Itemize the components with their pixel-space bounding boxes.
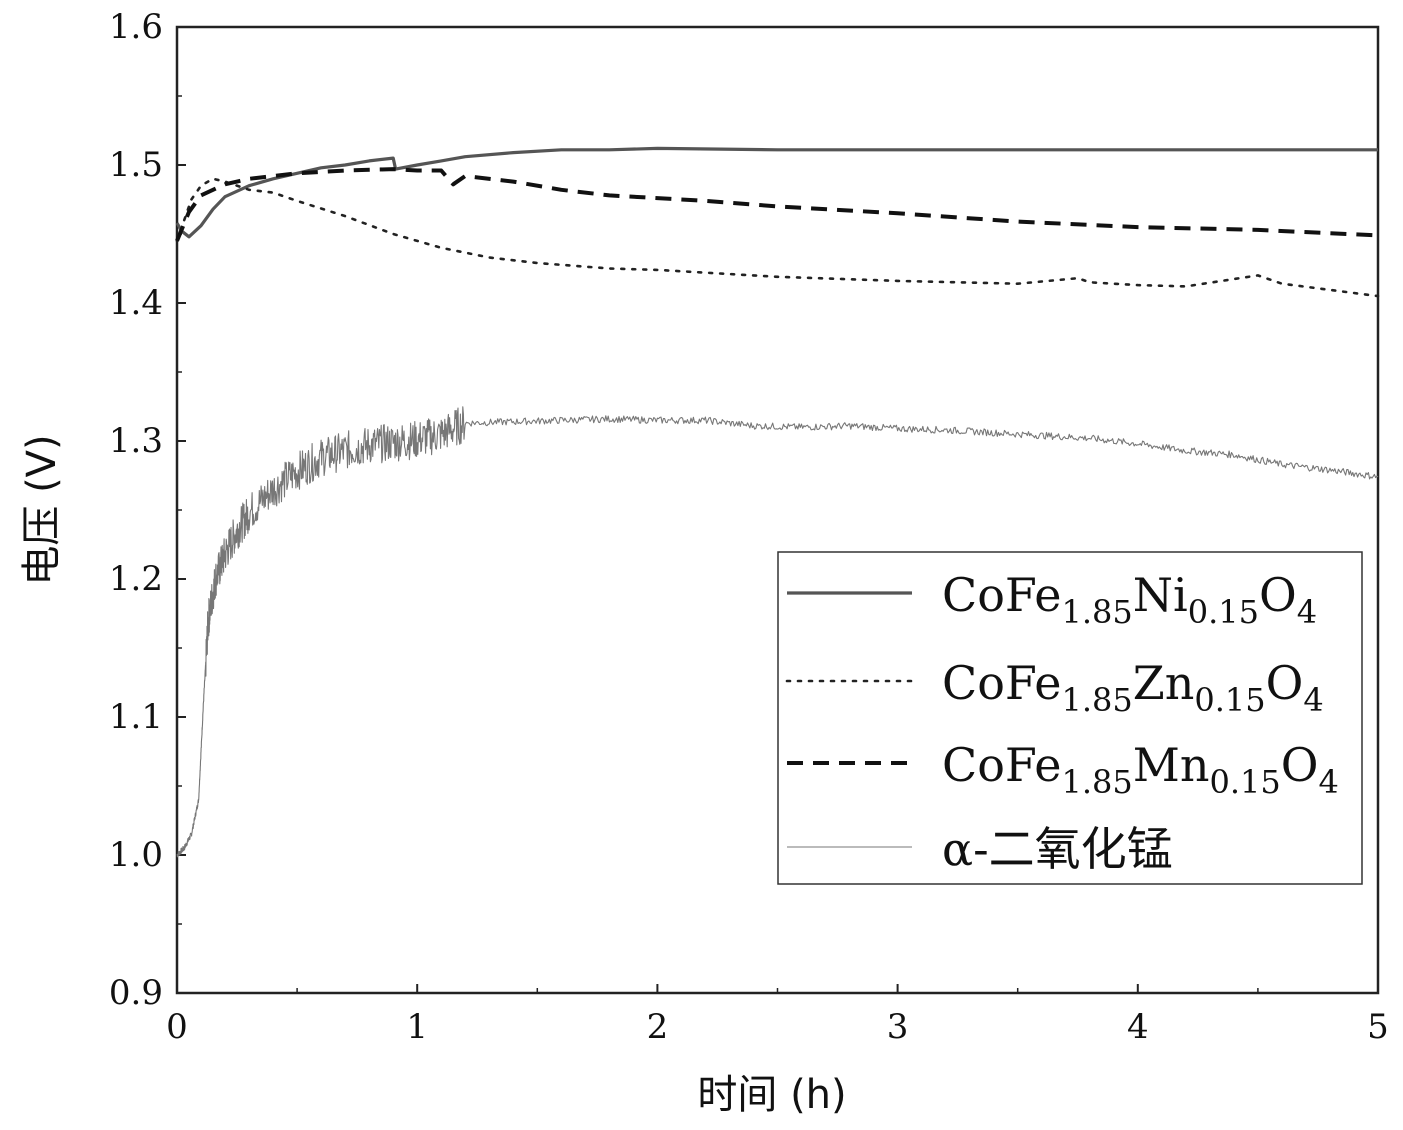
legend-label-part: 1.85 (1062, 763, 1133, 801)
legend: CoFe1.85Ni0.15O4CoFe1.85Zn0.15O4CoFe1.85… (777, 551, 1363, 885)
legend-frame (777, 551, 1363, 885)
legend-label-part: Zn (1133, 656, 1195, 710)
x-tick-label: 2 (647, 1007, 669, 1047)
y-tick-label: 1.5 (109, 145, 163, 185)
legend-label-part: Mn (1133, 738, 1210, 792)
y-tick-label: 1.3 (109, 421, 163, 461)
x-axis-title: 时间 (h) (697, 1072, 846, 1118)
y-tick-label: 0.9 (109, 973, 163, 1013)
y-axis-title: 电压 (V) (19, 434, 65, 585)
legend-label-part: O (1259, 568, 1297, 622)
series-layer (175, 146, 1380, 858)
ticks-layer: 0 1 2 3 4 5 0.9 1.0 1.1 1.2 1.3 1.4 1.5 1.6 (109, 7, 1389, 1047)
legend-label-part: Ni (1133, 568, 1188, 622)
series-line-0 (175, 146, 1378, 239)
legend-label-2: CoFe1.85Mn0.15O4 (942, 738, 1339, 801)
x-tick-label: 0 (166, 1007, 188, 1047)
y-tick-label: 1.4 (109, 283, 163, 323)
y-tick-label: 1.2 (109, 559, 163, 599)
legend-label-0: CoFe1.85Ni0.15O4 (942, 568, 1317, 631)
y-tick-label: 1.1 (109, 697, 163, 737)
legend-label-part: O (1281, 738, 1319, 792)
legend-label-part: 0.15 (1194, 681, 1265, 719)
legend-label-part: 4 (1297, 593, 1317, 631)
legend-label-part: α-二氧化锰 (942, 822, 1173, 876)
y-tick-label: 1.0 (109, 835, 163, 875)
series-line-2 (175, 167, 1379, 242)
x-tick-label: 3 (887, 1007, 909, 1047)
legend-label-part: O (1266, 656, 1304, 710)
series-line-3 (176, 406, 1379, 858)
x-tick-label: 5 (1367, 1007, 1389, 1047)
x-tick-label: 1 (406, 1007, 428, 1047)
series-line-1 (175, 177, 1380, 298)
legend-label-part: 1.85 (1062, 681, 1133, 719)
legend-label-part: CoFe (942, 568, 1062, 622)
legend-label-part: 0.15 (1210, 763, 1281, 801)
legend-label-part: CoFe (942, 656, 1062, 710)
legend-label-part: 4 (1303, 681, 1323, 719)
legend-label-1: CoFe1.85Zn0.15O4 (942, 656, 1324, 719)
legend-label-part: 4 (1318, 763, 1338, 801)
x-tick-label: 4 (1127, 1007, 1149, 1047)
y-tick-label: 1.6 (109, 7, 163, 47)
legend-label-part: 1.85 (1062, 593, 1133, 631)
legend-label-part: 0.15 (1188, 593, 1259, 631)
legend-label-3: α-二氧化锰 (942, 822, 1173, 876)
legend-label-part: CoFe (942, 738, 1062, 792)
